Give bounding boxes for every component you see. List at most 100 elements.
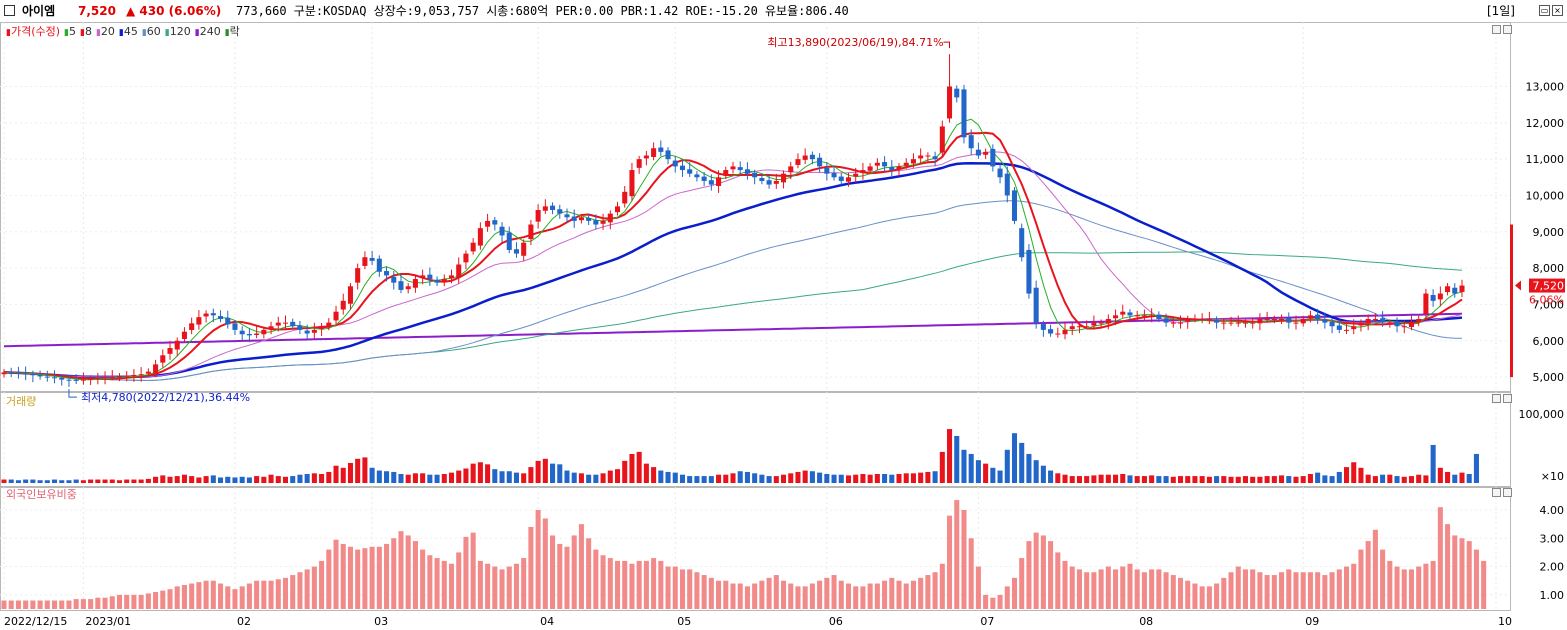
candle-body [1206,318,1212,320]
foreign-ratio-bar [427,555,433,609]
candle-body [232,323,238,330]
foreign-ratio-bar [412,541,418,609]
candle-body [586,217,592,221]
volume-legend: 거래량 [6,395,36,408]
volume-bar [550,463,556,483]
foreign-ratio-bar [391,538,397,609]
foreign-ratio-bar [975,566,981,609]
x-tick-label: 02 [237,615,251,628]
x-tick-label: 2023/01 [85,615,131,628]
foreign-ratio-bar [759,580,765,609]
volume-bar [831,474,837,483]
volume-bar [744,471,750,483]
foreign-ratio-bar [102,597,108,609]
foreign-ratio-bar [203,580,209,609]
period-selector[interactable]: [1일] [1486,4,1515,18]
candle-body [218,316,224,319]
volume-bar [492,469,498,483]
foreign-ratio-bar [1322,575,1328,609]
volume-bar [1394,476,1400,483]
legend-item: 120 [169,25,191,38]
candle-body [1076,326,1082,328]
price-tick-label: 5,000 [1533,371,1565,384]
candle-body [528,224,534,240]
candle-body [405,286,411,290]
select-checkbox[interactable] [4,5,15,16]
low-arrow [68,389,77,398]
legend-marker: ▮ [194,28,200,38]
foreign-ratio-bar [607,558,613,609]
foreign-ratio-bar [1401,569,1407,609]
volume-bar [983,463,989,483]
volume-panel-maximize-icon[interactable] [1492,394,1501,403]
volume-bar [319,474,325,483]
candle-body [687,169,693,174]
candle-body [492,220,498,225]
volume-bar [384,471,390,483]
foreign-ratio-bar [824,577,830,609]
foreign-ratio-bar [124,594,130,609]
volume-bar [232,477,238,483]
foreign-ratio-bar [1091,572,1097,609]
foreign-ratio-bar [874,583,880,609]
foreign-ratio-bar [384,543,390,609]
candle-body [44,376,50,378]
foreign-ratio-bar [1387,560,1393,609]
candle-body [1170,322,1176,324]
foreign-ratio-bar [254,580,260,609]
price-panel-close-icon[interactable] [1503,25,1512,34]
volume-bar [434,474,440,483]
volume-panel-close-icon[interactable] [1503,394,1512,403]
foreign-panel-close-icon[interactable] [1503,488,1512,497]
candle-body [831,172,837,178]
volume-bar [1300,476,1306,483]
volume-bar [420,473,426,483]
volume-bar [1329,476,1335,483]
volume-bar [1358,467,1364,483]
volume-bar [1163,476,1169,483]
volume-bar [896,474,902,483]
candle-body [1437,293,1443,300]
x-tick-label: 05 [677,615,691,628]
foreign-ratio-bar [1185,580,1191,609]
foreign-ratio-bar [319,560,325,609]
candle-body [1,372,7,375]
candle-body [571,216,577,221]
volume-bar [586,474,592,483]
candle-body [1055,333,1061,335]
price-panel-maximize-icon[interactable] [1492,25,1501,34]
foreign-ratio-bar [304,569,310,609]
foreign-ratio-bar [73,599,79,609]
volume-bar [1011,433,1018,483]
foreign-ratio-bar [528,526,534,609]
volume-bar [636,451,642,483]
foreign-panel-maximize-icon[interactable] [1492,488,1501,497]
volume-bar [1380,474,1386,483]
legend-item: 45 [123,25,138,38]
candle-body [744,169,750,174]
volume-tick-label: 100,000 [1519,408,1565,421]
volume-bar [463,468,469,483]
volume-bar [788,473,794,483]
foreign-ratio-bar [239,586,245,609]
volume-bar [1293,476,1299,483]
volume-bar [427,474,433,483]
foreign-ratio-bar [694,572,700,609]
restore-window-icon[interactable]: ▭ [1539,5,1550,16]
candle-body [254,333,260,335]
candle-body [983,151,989,155]
candle-body [824,167,830,174]
volume-bar [564,470,570,483]
volume-bar [1336,471,1342,483]
volume-bar [37,480,43,483]
volume-bar [1141,476,1147,483]
foreign-ratio-bar [1394,566,1400,609]
volume-bar [1177,476,1184,483]
volume-bar [687,476,693,483]
close-window-icon[interactable]: × [1552,5,1563,16]
last-price-tag [1529,278,1565,293]
foreign-ratio-bar [896,580,902,609]
candle-body [109,377,115,379]
foreign-ratio-bar [1365,541,1371,609]
candle-body [1445,286,1451,293]
